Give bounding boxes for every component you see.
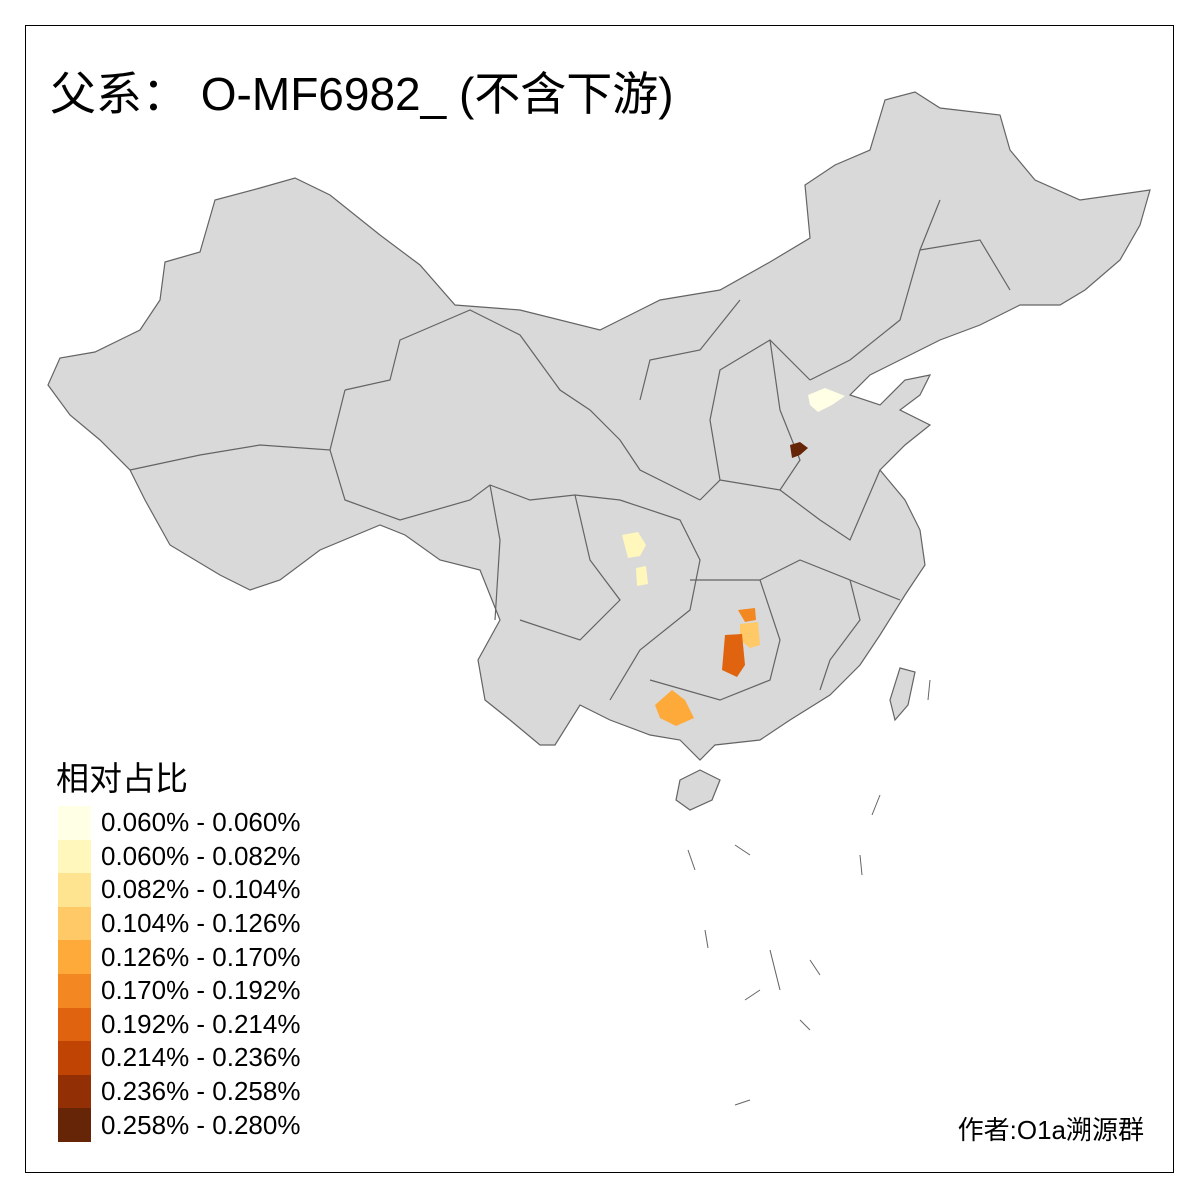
province-borders — [129, 199, 1011, 701]
legend-swatch — [58, 839, 91, 874]
taiwan-island — [889, 667, 916, 722]
legend-swatch — [58, 1074, 91, 1109]
author-credit: 作者:O1a溯源群 — [957, 1115, 1144, 1145]
legend-label: 0.104% - 0.126% — [101, 908, 301, 939]
highlighted-regions — [622, 388, 845, 726]
legend-label: 0.082% - 0.104% — [101, 874, 301, 905]
legend-item: 0.214% - 0.236% — [58, 1041, 300, 1075]
legend-item: 0.192% - 0.214% — [58, 1007, 301, 1042]
region-shandong-area — [790, 442, 808, 458]
south-china-sea-islands — [687, 679, 931, 1106]
legend-swatch — [58, 906, 91, 941]
legend-item: 0.104% - 0.126% — [58, 906, 301, 941]
region-sichuan-a — [622, 532, 646, 558]
legend-item: 0.236% - 0.258% — [58, 1074, 301, 1109]
map-frame — [25, 25, 1174, 1173]
legend: 0.060% - 0.060% 0.060% - 0.082% 0.082% - 0… — [58, 806, 300, 1142]
china-mainland — [47, 91, 1151, 761]
region-guangxi — [655, 690, 694, 726]
legend-item: 0.170% - 0.192% — [58, 973, 301, 1008]
region-hunan-a — [738, 608, 756, 622]
legend-swatch — [58, 806, 91, 840]
legend-label: 0.060% - 0.060% — [101, 807, 301, 838]
legend-label: 0.258% - 0.280% — [101, 1109, 301, 1140]
legend-swatch — [58, 1108, 91, 1142]
legend-label: 0.060% - 0.082% — [101, 840, 301, 871]
legend-label: 0.214% - 0.236% — [101, 1042, 301, 1073]
legend-label: 0.236% - 0.258% — [101, 1076, 301, 1107]
legend-swatch — [58, 873, 91, 907]
legend-item: 0.258% - 0.280% — [58, 1108, 300, 1142]
legend-label: 0.192% - 0.214% — [101, 1008, 301, 1039]
hainan-island — [675, 769, 721, 811]
legend-item: 0.082% - 0.104% — [58, 873, 300, 907]
legend-item: 0.060% - 0.082% — [58, 839, 301, 874]
legend-item: 0.060% - 0.060% — [58, 806, 300, 840]
map-title: 父系： O-MF6982_ (不含下游) — [50, 68, 674, 120]
legend-title: 相对占比 — [56, 760, 188, 797]
region-hunan-b — [740, 622, 760, 648]
legend-label: 0.126% - 0.170% — [101, 941, 301, 972]
region-hunan-c — [722, 634, 745, 677]
region-beijing-area — [808, 388, 845, 412]
legend-swatch — [58, 1007, 91, 1042]
region-sichuan-b — [636, 566, 648, 586]
legend-item: 0.126% - 0.170% — [58, 940, 300, 974]
legend-swatch — [58, 1041, 91, 1075]
legend-swatch — [58, 940, 91, 974]
legend-swatch — [58, 973, 91, 1008]
legend-label: 0.170% - 0.192% — [101, 975, 301, 1006]
